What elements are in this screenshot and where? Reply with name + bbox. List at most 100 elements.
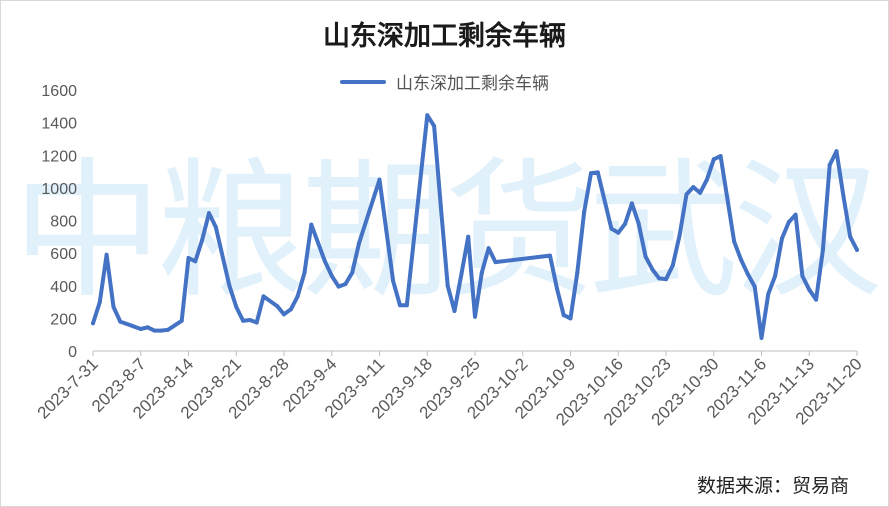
data-point	[814, 297, 819, 302]
data-point	[807, 287, 812, 292]
y-tick-label: 200	[50, 311, 77, 328]
data-point	[452, 309, 457, 313]
data-point	[718, 154, 723, 159]
data-point	[404, 303, 409, 308]
data-point	[425, 113, 430, 118]
data-point	[275, 304, 280, 309]
data-point	[391, 278, 396, 283]
data-point	[486, 246, 491, 251]
data-point	[698, 190, 703, 195]
data-point	[445, 283, 450, 288]
data-point	[786, 220, 791, 225]
data-point	[548, 253, 552, 258]
data-point	[711, 157, 716, 162]
data-point	[254, 320, 259, 325]
data-point	[554, 286, 559, 291]
data-point	[118, 319, 123, 324]
data-point	[848, 234, 853, 239]
data-point	[432, 123, 437, 128]
data-point	[766, 291, 771, 296]
data-point	[152, 328, 157, 333]
data-point	[589, 171, 593, 176]
data-point	[97, 300, 102, 305]
data-point	[322, 259, 327, 264]
y-tick-label: 1000	[41, 181, 77, 198]
data-point	[561, 313, 566, 318]
legend-swatch	[340, 79, 386, 84]
data-point	[329, 274, 334, 278]
data-point	[745, 272, 750, 277]
data-point	[855, 247, 859, 252]
data-point	[759, 335, 764, 340]
data-point	[582, 210, 587, 215]
data-point	[193, 259, 198, 264]
data-point	[384, 228, 389, 233]
legend-label: 山东深加工剩余车辆	[396, 74, 549, 94]
data-point	[377, 177, 382, 182]
data-point	[493, 260, 498, 265]
data-point	[438, 205, 443, 210]
data-point	[752, 284, 757, 289]
data-point	[186, 256, 191, 260]
data-point	[145, 325, 150, 330]
data-point	[459, 272, 464, 277]
data-source-note: 数据来源：贸易商	[696, 475, 849, 497]
plot-area	[91, 113, 859, 340]
data-point	[827, 163, 832, 167]
data-point	[207, 211, 211, 216]
data-point	[247, 318, 252, 322]
data-point	[91, 321, 95, 326]
data-point	[479, 270, 484, 275]
data-point	[834, 149, 839, 154]
data-point	[691, 185, 696, 190]
data-point	[357, 241, 361, 246]
data-point	[800, 274, 805, 278]
data-point	[282, 312, 286, 317]
data-point	[104, 252, 109, 257]
data-point	[657, 276, 662, 281]
data-point	[575, 270, 580, 275]
data-point	[704, 177, 709, 182]
data-point	[343, 282, 348, 287]
data-point	[288, 307, 293, 312]
data-point	[623, 221, 628, 226]
series-line	[91, 113, 859, 340]
y-tick-label: 0	[68, 344, 77, 361]
data-point	[111, 305, 116, 309]
data-point	[309, 222, 314, 227]
x-axis: 2023-7-312023-8-72023-8-142023-8-212023-…	[34, 350, 866, 429]
data-point	[398, 303, 402, 308]
data-point	[473, 314, 477, 319]
data-point	[616, 230, 621, 235]
x-tick-label: 2023-7-31	[34, 354, 102, 422]
data-point	[684, 192, 689, 197]
data-point	[200, 238, 205, 243]
y-tick-label: 400	[50, 279, 77, 296]
y-tick-label: 1600	[41, 83, 77, 100]
data-point	[179, 318, 184, 323]
data-point	[780, 236, 784, 241]
data-point	[773, 274, 778, 278]
y-axis: 0 200 400 600 800 1000 1200 1400 1600	[41, 83, 77, 361]
data-point	[643, 254, 648, 259]
data-point	[595, 170, 600, 175]
data-point	[234, 305, 239, 309]
data-point	[241, 318, 246, 323]
legend: 山东深加工剩余车辆	[0, 69, 889, 94]
data-point	[841, 194, 846, 198]
data-point	[664, 277, 668, 282]
data-point	[670, 263, 675, 268]
y-tick-label: 800	[50, 214, 77, 231]
chart-title: 山东深加工剩余车辆	[323, 21, 566, 52]
data-point	[568, 316, 573, 321]
data-point	[227, 283, 232, 288]
data-point	[350, 270, 355, 275]
data-point	[166, 327, 170, 332]
data-point	[159, 328, 164, 333]
y-tick-label: 600	[50, 246, 77, 263]
y-tick-label: 1200	[41, 148, 77, 165]
data-point	[466, 234, 471, 239]
data-point	[295, 294, 300, 299]
data-point	[650, 267, 655, 272]
